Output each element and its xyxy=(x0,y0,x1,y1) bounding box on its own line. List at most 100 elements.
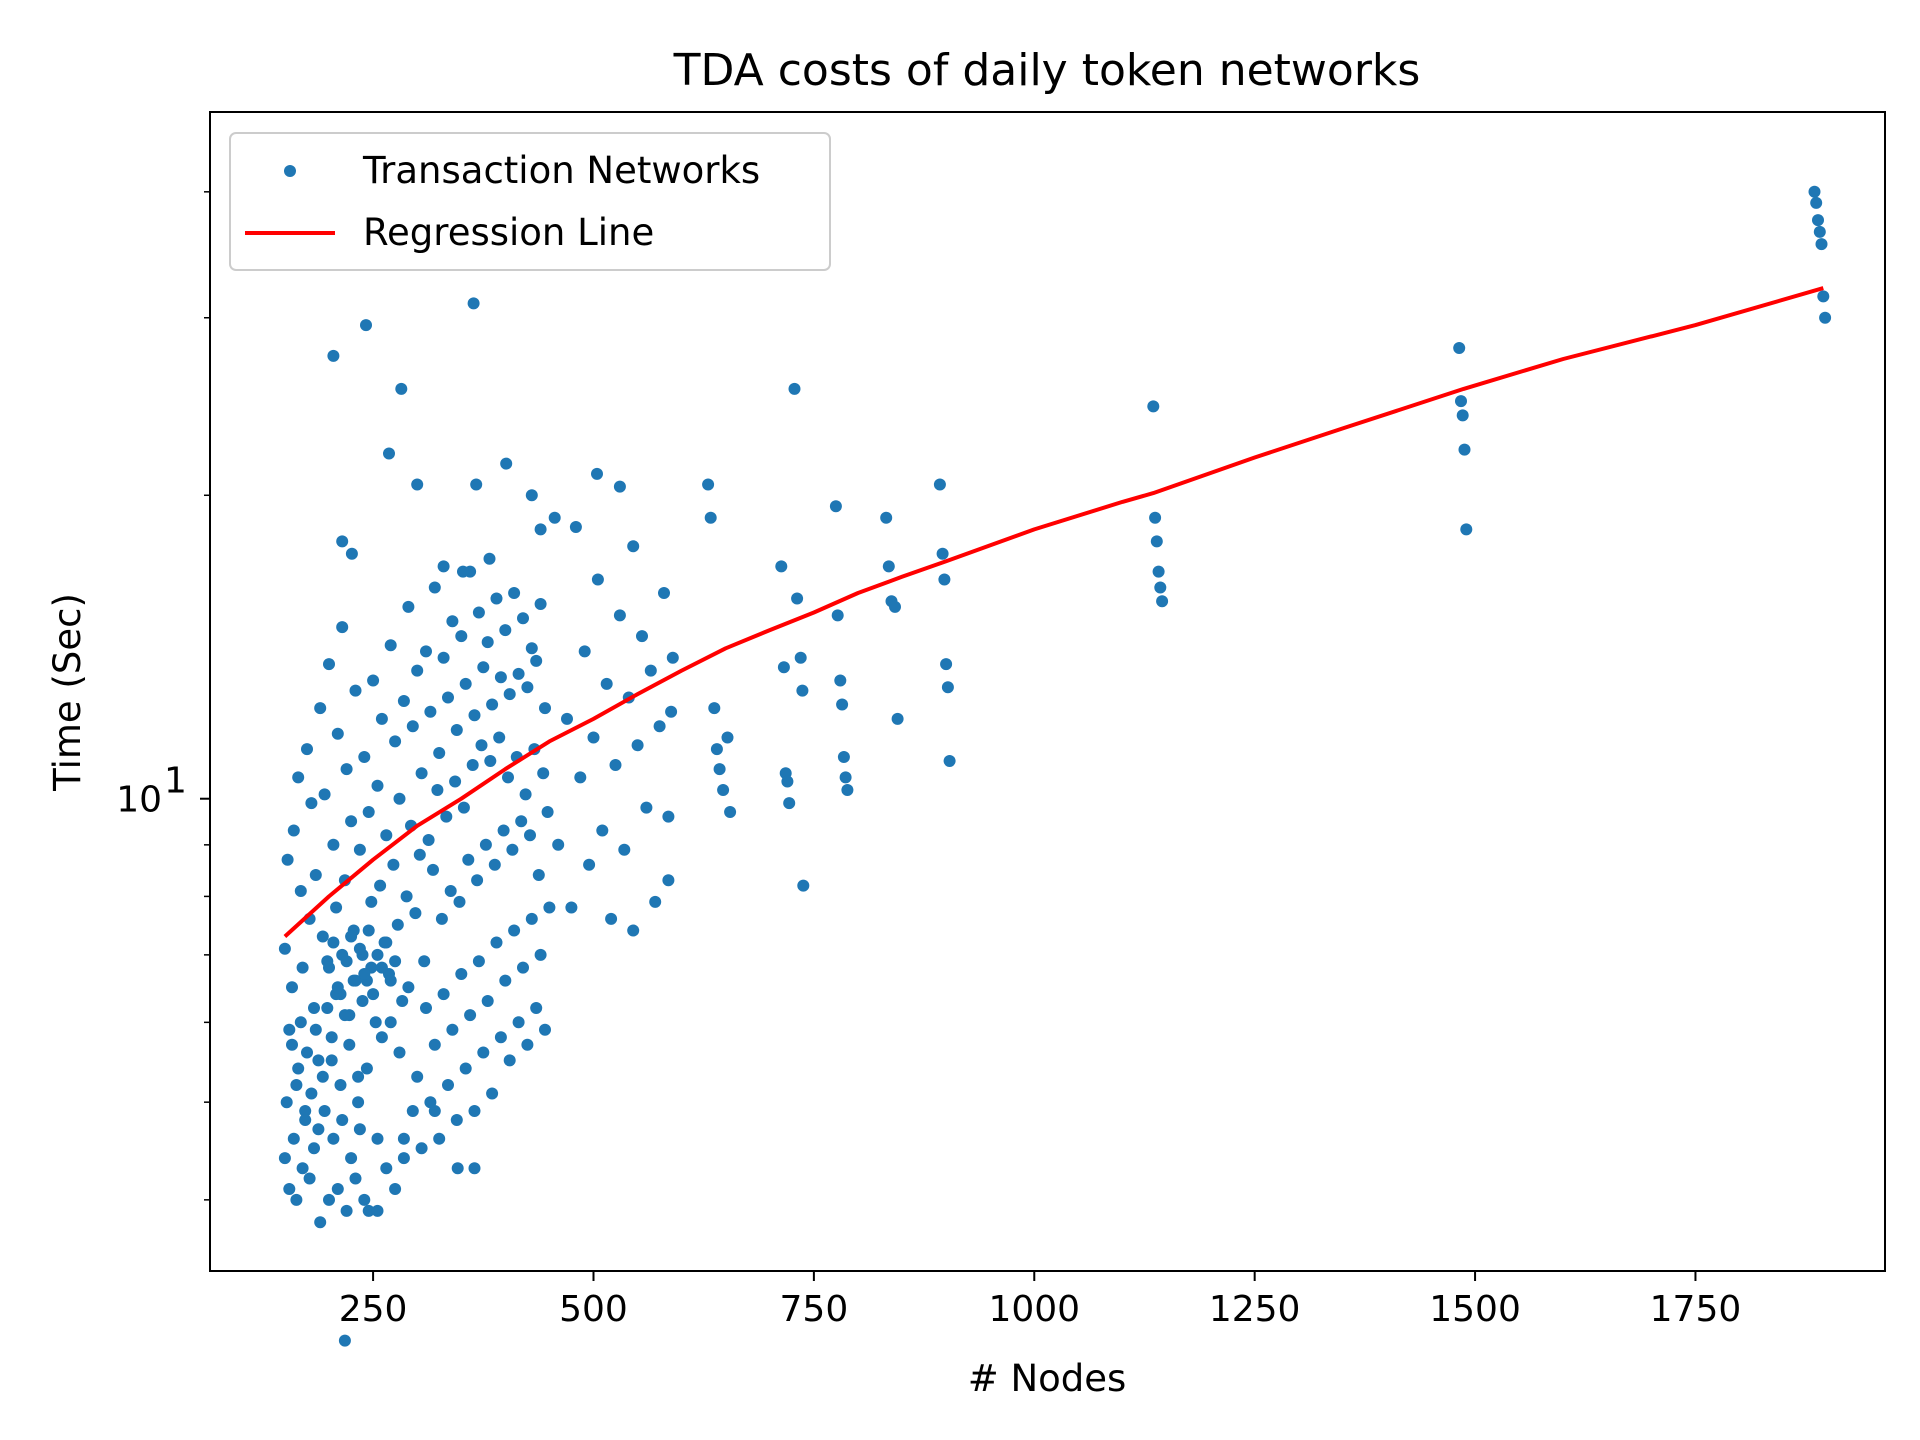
scatter-point-157 xyxy=(360,1062,373,1075)
scatter-point-257 xyxy=(627,924,640,937)
scatter-point-275 xyxy=(721,731,734,744)
scatter-point-0 xyxy=(278,942,291,955)
x-tick-label-1000: 1000 xyxy=(988,1289,1080,1330)
scatter-point-39 xyxy=(365,895,378,908)
scatter-point-111 xyxy=(524,829,536,842)
scatter-point-146 xyxy=(336,1114,349,1126)
scatter-point-233 xyxy=(483,552,496,565)
scatter-point-281 xyxy=(783,797,796,810)
scatter-point-150 xyxy=(345,1152,358,1165)
scatter-point-307 xyxy=(1150,535,1163,548)
scatter-point-22 xyxy=(327,838,340,851)
scatter-point-164 xyxy=(389,1183,402,1195)
scatter-point-270 xyxy=(704,511,717,524)
scatter-point-255 xyxy=(618,843,631,856)
scatter-point-83 xyxy=(462,853,475,866)
scatter-point-24 xyxy=(331,727,344,740)
scatter-point-225 xyxy=(360,319,372,332)
scatter-point-98 xyxy=(494,671,507,684)
scatter-point-210 xyxy=(367,988,380,1001)
scatter-point-60 xyxy=(411,664,424,677)
scatter-point-260 xyxy=(640,801,653,814)
scatter-point-58 xyxy=(406,720,419,733)
legend: Transaction Networks Regression Line xyxy=(229,132,831,271)
scatter-point-209 xyxy=(362,924,375,937)
scatter-point-207 xyxy=(353,942,366,955)
plot-frame xyxy=(209,111,1886,1272)
scatter-point-259 xyxy=(636,630,648,643)
scatter-point-78 xyxy=(450,724,463,736)
scatter-point-101 xyxy=(502,771,514,784)
scatter-point-103 xyxy=(506,843,519,856)
scatter-point-280 xyxy=(781,775,794,788)
scatter-point-9 xyxy=(299,1105,312,1117)
y-tick-label-10: 10 xyxy=(116,780,162,821)
scatter-point-109 xyxy=(519,788,532,801)
scatter-point-136 xyxy=(314,1216,327,1229)
scatter-point-312 xyxy=(1455,395,1467,408)
scatter-point-190 xyxy=(503,1054,516,1067)
scatter-point-79 xyxy=(453,895,466,908)
scatter-point-306 xyxy=(1149,511,1162,524)
scatter-point-61 xyxy=(413,848,426,861)
y-tick-label-exponent-10: 1 xyxy=(164,761,187,802)
scatter-point-144 xyxy=(331,1183,344,1195)
scatter-point-201 xyxy=(327,936,340,949)
scatter-point-67 xyxy=(427,863,439,876)
scatter-point-46 xyxy=(380,829,393,842)
scatter-point-240 xyxy=(613,480,626,493)
scatter-point-145 xyxy=(334,1079,347,1091)
scatter-point-188 xyxy=(494,1031,507,1044)
scatter-point-49 xyxy=(387,858,400,871)
scatter-point-220 xyxy=(451,1162,464,1175)
scatter-point-226 xyxy=(383,447,395,460)
scatter-point-167 xyxy=(402,981,415,994)
scatter-point-197 xyxy=(534,948,547,961)
scatter-point-223 xyxy=(336,535,349,548)
scatter-point-305 xyxy=(1147,400,1160,413)
scatter-point-71 xyxy=(435,912,448,925)
scatter-point-112 xyxy=(525,642,538,655)
scatter-point-137 xyxy=(316,1070,329,1083)
scatter-point-261 xyxy=(644,664,657,677)
scatter-point-288 xyxy=(831,609,844,622)
scatter-point-91 xyxy=(479,838,492,851)
scatter-point-30 xyxy=(345,815,358,828)
scatter-point-86 xyxy=(468,709,481,722)
scatter-point-16 xyxy=(314,702,327,715)
scatter-point-291 xyxy=(837,751,850,763)
scatter-point-239 xyxy=(591,467,603,480)
scatter-point-163 xyxy=(384,1016,397,1029)
scatter-point-301 xyxy=(938,573,951,586)
scatter-point-266 xyxy=(665,705,678,718)
scatter-point-262 xyxy=(649,895,662,908)
scatter-point-3 xyxy=(286,981,298,994)
legend-box xyxy=(229,132,831,271)
scatter-point-6 xyxy=(292,771,305,784)
scatter-point-123 xyxy=(286,1038,298,1051)
scatter-point-212 xyxy=(375,961,388,974)
scatter-point-311 xyxy=(1453,342,1466,354)
scatter-point-132 xyxy=(305,1087,318,1100)
scatter-point-2 xyxy=(283,1023,296,1036)
y-axis-ticks: 10 1 xyxy=(116,191,210,1201)
scatter-point-121 xyxy=(280,1096,293,1109)
scatter-point-87 xyxy=(471,874,484,887)
scatter-point-231 xyxy=(467,297,480,310)
regression-line xyxy=(283,286,1824,938)
scatter-point-267 xyxy=(662,874,675,887)
x-axis-label: # Nodes xyxy=(968,1357,1127,1400)
scatter-point-319 xyxy=(1813,225,1826,238)
scatter-point-153 xyxy=(352,1096,365,1109)
scatter-point-133 xyxy=(308,1142,320,1155)
scatter-point-82 xyxy=(459,677,472,690)
scatter-point-72 xyxy=(437,651,450,664)
scatter-point-293 xyxy=(841,784,854,796)
scatter-point-227 xyxy=(395,382,408,395)
scatter-point-316 xyxy=(1808,185,1821,198)
scatter-point-182 xyxy=(468,1105,481,1117)
scatter-point-237 xyxy=(548,511,561,524)
scatter-point-127 xyxy=(294,1016,307,1029)
scatter-point-165 xyxy=(393,1046,406,1059)
scatter-point-117 xyxy=(537,767,550,780)
